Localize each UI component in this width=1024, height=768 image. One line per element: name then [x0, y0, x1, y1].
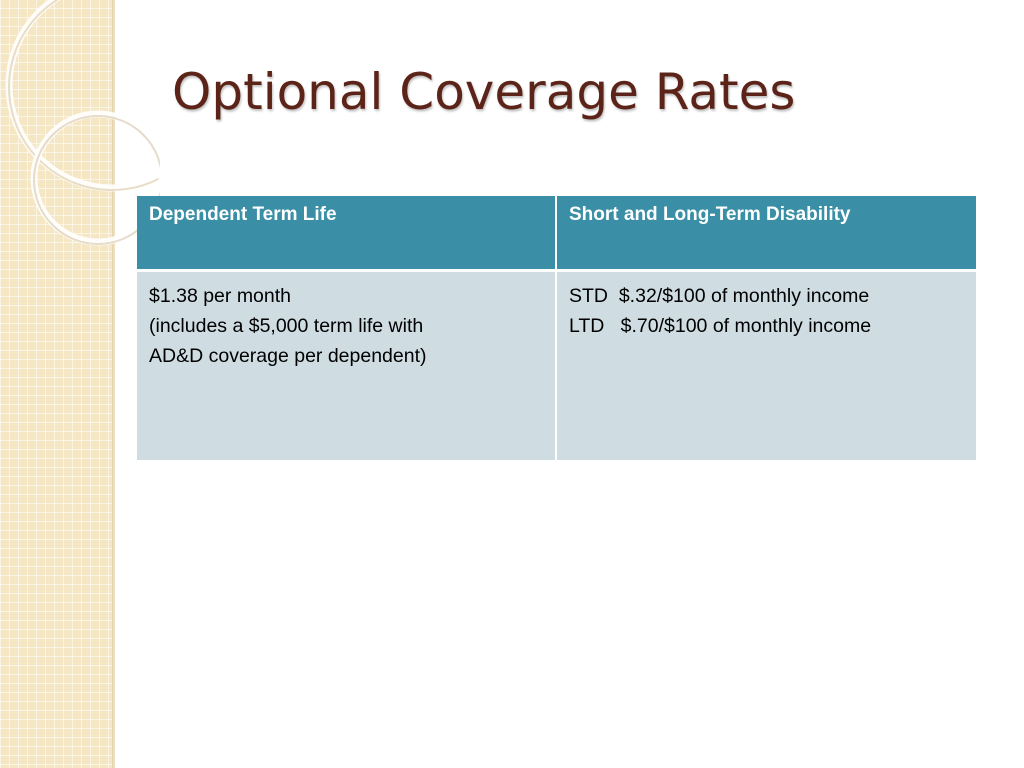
cell-line-std-rate: STD $.32/$100 of monthly income	[569, 284, 870, 307]
cell-disability-rates: STD $.32/$100 of monthly income LTD $.70…	[556, 270, 976, 460]
decorative-circle-small-shadow	[33, 115, 160, 245]
cell-line: $1.38 per month	[149, 284, 292, 307]
side-strip-edge	[112, 0, 115, 768]
cell-dependent-term-life-rate: $1.38 per month (includes a $5,000 term …	[137, 270, 557, 460]
decorative-circles	[5, 0, 160, 246]
cell-line-ltd-rate: LTD $.70/$100 of monthly income	[569, 314, 872, 337]
slide-title: Optional Coverage Rates	[172, 63, 796, 121]
decorative-circle-large	[5, 0, 160, 192]
decorative-circle-large-shadow	[8, 0, 160, 191]
table-header-row: Dependent Term Life Short and Long-Term …	[137, 196, 976, 272]
cell-line: AD&D coverage per dependent)	[149, 344, 427, 367]
table-row: $1.38 per month (includes a $5,000 term …	[137, 270, 976, 460]
header-dependent-term-life: Dependent Term Life	[137, 196, 557, 272]
rates-table: Dependent Term Life Short and Long-Term …	[137, 196, 976, 460]
header-disability: Short and Long-Term Disability	[556, 196, 976, 272]
cell-line: (includes a $5,000 term life with	[149, 314, 424, 337]
